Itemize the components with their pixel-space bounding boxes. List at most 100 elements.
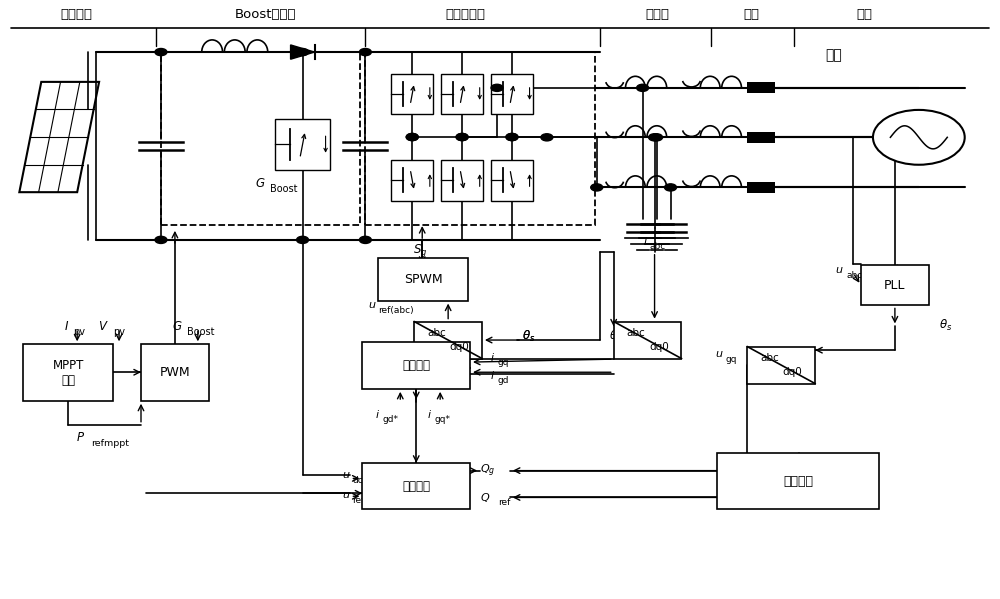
Text: 光伏阵列: 光伏阵列 — [60, 8, 92, 21]
Bar — [414, 322, 482, 359]
Text: pv: pv — [73, 326, 85, 337]
Text: SPWM: SPWM — [404, 273, 443, 286]
Text: 功率计算: 功率计算 — [783, 474, 813, 488]
Circle shape — [155, 49, 167, 56]
Text: Boost变换器: Boost变换器 — [235, 8, 296, 21]
Text: dq0: dq0 — [649, 343, 669, 352]
Text: 阻抗: 阻抗 — [826, 48, 842, 62]
Text: ref: ref — [352, 496, 365, 505]
Bar — [441, 74, 483, 114]
Text: $u$: $u$ — [384, 370, 392, 380]
Text: PWM: PWM — [160, 366, 190, 379]
Text: $u$: $u$ — [432, 370, 440, 380]
Text: pv: pv — [113, 326, 125, 337]
Text: $P$: $P$ — [76, 431, 85, 444]
Text: abc: abc — [427, 328, 446, 338]
Bar — [23, 344, 113, 401]
Text: $u$: $u$ — [835, 265, 844, 275]
Text: 功率外环: 功率外环 — [402, 480, 430, 492]
Polygon shape — [291, 45, 315, 59]
Text: 线路: 线路 — [743, 8, 759, 21]
Circle shape — [506, 134, 518, 141]
Bar — [717, 453, 879, 509]
Bar — [391, 160, 433, 201]
Text: gd*: gd* — [382, 415, 398, 424]
Circle shape — [406, 134, 418, 141]
Bar — [441, 160, 483, 201]
Bar — [747, 83, 775, 93]
Text: abc: abc — [650, 242, 666, 251]
Bar — [362, 463, 470, 509]
Text: $i$: $i$ — [427, 408, 432, 420]
Circle shape — [297, 49, 309, 56]
Circle shape — [297, 236, 309, 243]
Text: $i$: $i$ — [490, 369, 495, 381]
Text: Boost: Boost — [187, 326, 214, 337]
Bar — [362, 343, 470, 389]
Text: $u$: $u$ — [755, 349, 763, 359]
Circle shape — [637, 84, 649, 92]
Text: gd: gd — [497, 376, 509, 385]
Circle shape — [456, 134, 468, 141]
Circle shape — [406, 134, 418, 141]
Bar — [161, 52, 360, 225]
Text: dq0: dq0 — [450, 343, 470, 352]
Circle shape — [506, 134, 518, 141]
Text: $u$: $u$ — [368, 301, 376, 310]
Text: PLL: PLL — [884, 279, 906, 292]
Circle shape — [649, 134, 661, 141]
Circle shape — [456, 134, 468, 141]
Text: $u$: $u$ — [715, 349, 723, 359]
Text: $\theta_s$: $\theta_s$ — [522, 329, 535, 344]
Text: $\theta_s$: $\theta_s$ — [609, 329, 623, 344]
Text: $i$: $i$ — [375, 408, 380, 420]
Circle shape — [591, 184, 603, 191]
Text: ref: ref — [498, 498, 510, 507]
Text: $Q_g$: $Q_g$ — [480, 462, 495, 479]
Circle shape — [491, 84, 503, 92]
Text: ref(abc): ref(abc) — [378, 306, 414, 315]
Circle shape — [359, 236, 371, 243]
Text: gq*: gq* — [434, 415, 450, 424]
Bar — [861, 265, 929, 305]
Circle shape — [873, 110, 965, 165]
Text: MPPT
控制: MPPT 控制 — [53, 359, 84, 386]
Text: $I$: $I$ — [64, 320, 69, 333]
Text: 电流内环: 电流内环 — [402, 359, 430, 372]
Text: $i$: $i$ — [490, 351, 495, 363]
Bar — [491, 160, 533, 201]
Bar — [275, 119, 330, 170]
Circle shape — [651, 134, 663, 141]
Text: $V$: $V$ — [98, 320, 109, 333]
Text: Boost: Boost — [270, 184, 297, 193]
Bar — [747, 347, 815, 383]
Circle shape — [541, 134, 553, 141]
Text: abc: abc — [627, 328, 645, 338]
Text: gq: gq — [725, 355, 737, 364]
Text: $\theta_s$: $\theta_s$ — [939, 318, 952, 333]
Text: abc: abc — [760, 353, 779, 362]
Text: 电网: 电网 — [856, 8, 872, 21]
Text: $S_g$: $S_g$ — [413, 242, 427, 259]
Circle shape — [155, 236, 167, 243]
Text: dc: dc — [352, 476, 363, 485]
Bar — [614, 322, 681, 359]
Text: 滤波器: 滤波器 — [646, 8, 670, 21]
Text: $u$: $u$ — [342, 470, 350, 480]
Text: refmppt: refmppt — [91, 438, 129, 447]
Text: 并网逆变器: 并网逆变器 — [445, 8, 485, 21]
Bar — [747, 132, 775, 143]
Bar — [141, 344, 209, 401]
Text: $G$: $G$ — [172, 320, 183, 333]
Circle shape — [359, 49, 371, 56]
Text: iq: iq — [442, 376, 451, 385]
Text: $u$: $u$ — [342, 490, 350, 500]
Text: gd: gd — [765, 355, 777, 364]
Polygon shape — [19, 82, 99, 192]
Bar — [391, 74, 433, 114]
Text: $i$: $i$ — [643, 235, 648, 247]
Bar — [747, 182, 775, 193]
Circle shape — [665, 184, 677, 191]
Text: id: id — [394, 376, 403, 385]
Bar — [378, 258, 468, 301]
